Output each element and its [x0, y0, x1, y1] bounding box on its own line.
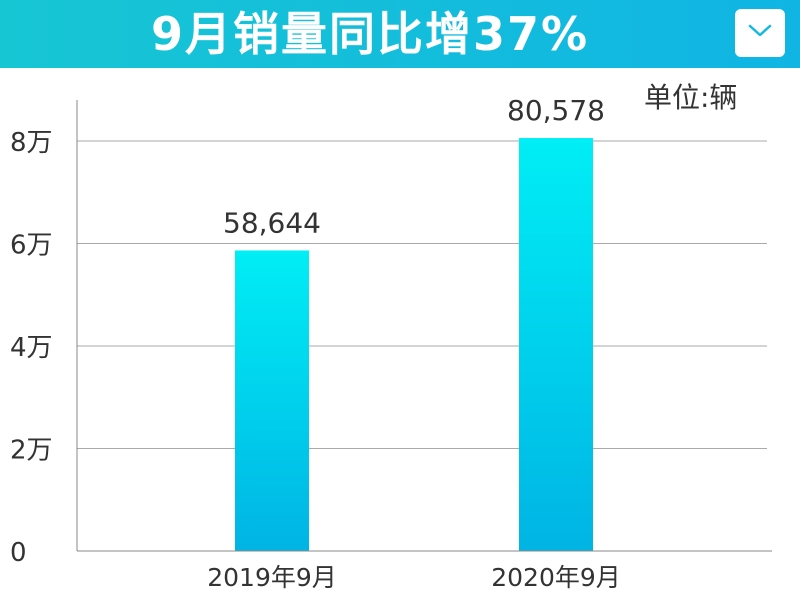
y-tick-label: 2万: [10, 436, 53, 466]
header-bar: 9月销量同比增37%: [0, 0, 800, 68]
chevron-down-icon: [747, 23, 773, 43]
chart-title: 9月销量同比增37%: [150, 7, 590, 61]
x-tick-label: 2019年9月: [207, 563, 337, 592]
y-tick-label: 4万: [10, 333, 53, 363]
x-tick-label: 2020年9月: [491, 563, 621, 592]
bar: [519, 138, 593, 551]
data-label: 58,644: [223, 206, 321, 239]
grid-lines: [77, 140, 767, 449]
unit-label: 单位:辆: [644, 81, 738, 114]
data-labels: 58,644 80,578: [223, 94, 605, 239]
y-tick-label: 8万: [10, 128, 53, 158]
dropdown-button[interactable]: [735, 9, 785, 57]
y-axis-ticks: 0 2万 4万 6万 8万: [10, 128, 53, 568]
bar: [235, 250, 309, 551]
bars: [235, 138, 593, 551]
x-axis-ticks: 2019年9月 2020年9月: [207, 563, 621, 592]
y-tick-label: 6万: [10, 231, 53, 261]
data-label: 80,578: [507, 94, 605, 127]
y-tick-label: 0: [10, 538, 27, 568]
